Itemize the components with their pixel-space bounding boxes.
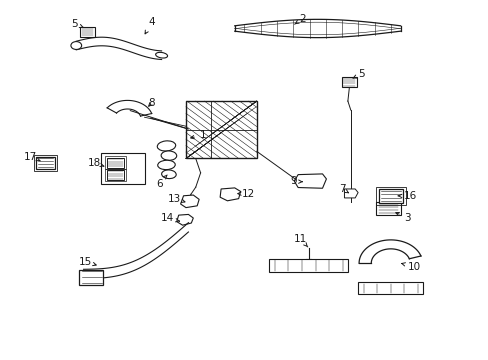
Text: 17: 17 [24, 152, 41, 162]
Bar [36, 157, 55, 169]
FancyBboxPatch shape [357, 282, 423, 294]
Text: 4: 4 [145, 17, 155, 34]
Polygon shape [358, 240, 420, 263]
Bar [378, 189, 402, 203]
FancyBboxPatch shape [80, 27, 95, 37]
Bar [104, 156, 126, 169]
Ellipse shape [161, 151, 176, 160]
Text: 6: 6 [156, 175, 167, 189]
Text: 11: 11 [293, 234, 307, 247]
Bar [106, 170, 124, 180]
Ellipse shape [162, 170, 176, 179]
Text: 1: 1 [190, 130, 206, 140]
Polygon shape [180, 195, 199, 208]
Text: 2: 2 [294, 14, 305, 24]
Text: 15: 15 [79, 257, 96, 267]
Text: 3: 3 [395, 212, 410, 222]
FancyBboxPatch shape [269, 258, 347, 272]
Text: 8: 8 [148, 98, 155, 108]
Ellipse shape [155, 52, 167, 58]
Ellipse shape [157, 141, 175, 151]
Text: 12: 12 [237, 189, 255, 199]
Polygon shape [294, 174, 326, 188]
Bar [101, 153, 144, 184]
Polygon shape [220, 188, 240, 201]
Text: 16: 16 [397, 191, 416, 201]
Ellipse shape [71, 41, 81, 49]
FancyBboxPatch shape [341, 77, 356, 87]
Bar [34, 155, 57, 171]
Text: 10: 10 [401, 262, 420, 272]
Text: 9: 9 [289, 176, 302, 186]
Text: 5: 5 [71, 19, 83, 29]
Bar [106, 158, 124, 168]
Text: 13: 13 [168, 194, 184, 204]
Bar [375, 187, 405, 205]
FancyBboxPatch shape [79, 270, 102, 285]
Text: 18: 18 [87, 158, 103, 168]
Bar [104, 168, 126, 181]
Polygon shape [107, 100, 151, 116]
Ellipse shape [158, 160, 175, 170]
Text: 14: 14 [161, 213, 179, 223]
Polygon shape [375, 202, 400, 215]
Polygon shape [344, 189, 357, 198]
Text: 7: 7 [338, 184, 348, 194]
Polygon shape [176, 215, 193, 225]
Bar [185, 101, 256, 158]
Text: 5: 5 [352, 69, 364, 79]
